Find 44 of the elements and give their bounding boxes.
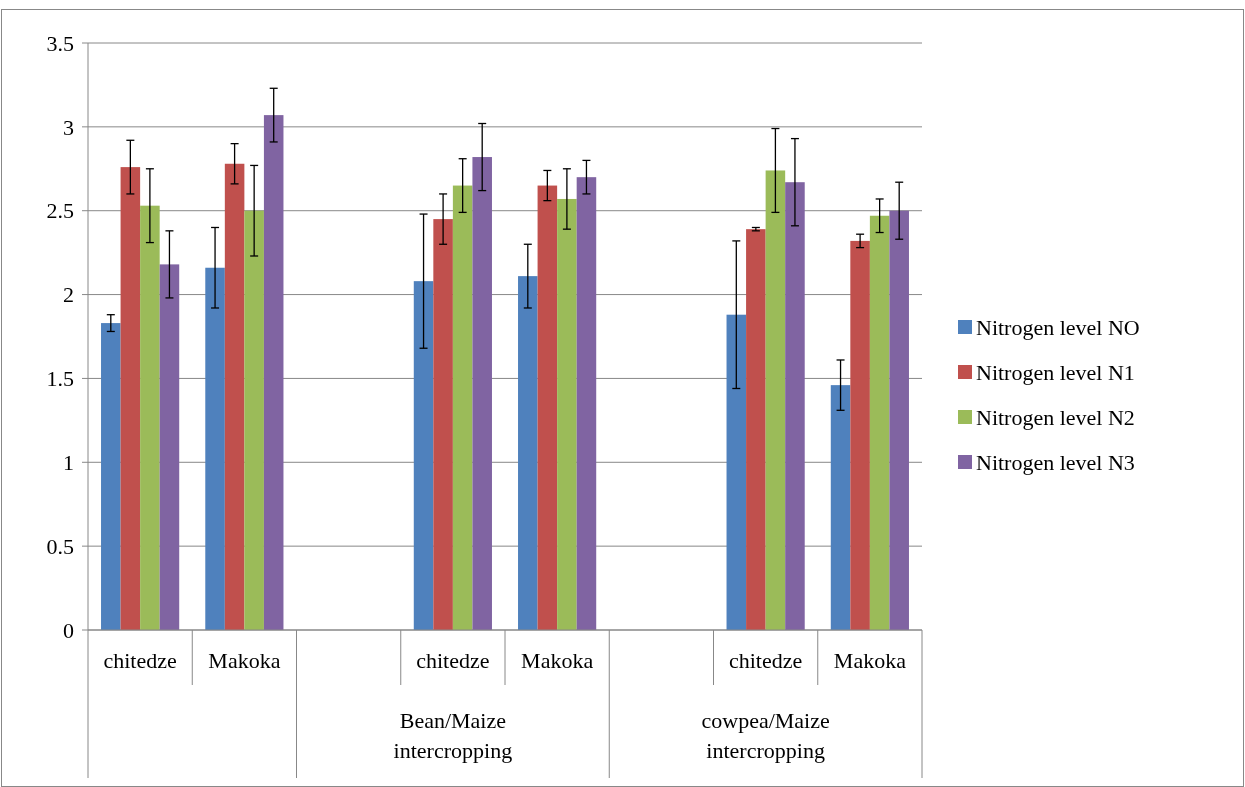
bar	[765, 170, 786, 630]
text: Bean/Maize intercropping	[393, 708, 513, 763]
bar	[830, 385, 851, 630]
bar	[159, 264, 180, 630]
bar	[433, 219, 453, 630]
y-tick-label: 3.5	[46, 30, 74, 56]
bar	[224, 163, 245, 630]
x-tick-label: Makoka	[833, 648, 907, 673]
bar	[785, 182, 805, 630]
text: cowpea/Maize intercropping	[701, 708, 830, 763]
bar	[850, 240, 870, 630]
bar	[726, 314, 747, 630]
bar	[413, 281, 434, 630]
bar	[518, 276, 538, 630]
legend-label: Nitrogen level NO	[976, 314, 1140, 340]
bar	[452, 185, 473, 630]
bar	[120, 167, 141, 630]
y-tick-label: 0	[63, 617, 74, 643]
bar	[472, 157, 492, 630]
bar	[889, 210, 909, 630]
y-tick-label: 0.5	[46, 533, 74, 559]
bar	[101, 323, 121, 630]
legend-label: Nitrogen level N2	[976, 404, 1135, 430]
y-tick-label: 3	[63, 114, 74, 140]
bar	[869, 215, 890, 630]
y-tick-label: 1.5	[46, 366, 74, 392]
legend-label: Nitrogen level N3	[976, 449, 1135, 475]
bar	[557, 198, 577, 630]
bar	[537, 185, 558, 630]
legend-label: Nitrogen level N1	[976, 359, 1135, 385]
bar	[205, 267, 225, 630]
x-tick-label: chitedze	[416, 648, 490, 673]
x-tick-label: Makoka	[208, 648, 281, 673]
x-tick-label: chitedze	[103, 648, 177, 673]
bar	[746, 229, 766, 630]
y-tick-label: 2	[63, 282, 74, 308]
bar	[140, 205, 160, 630]
y-tick-label: 1	[63, 449, 74, 475]
x-tick-label: Makoka	[521, 648, 594, 673]
bar	[244, 210, 264, 630]
x-tick-label: chitedze	[728, 648, 803, 673]
bar	[576, 177, 597, 630]
bar	[263, 115, 284, 630]
y-tick-label: 2.5	[46, 198, 74, 224]
